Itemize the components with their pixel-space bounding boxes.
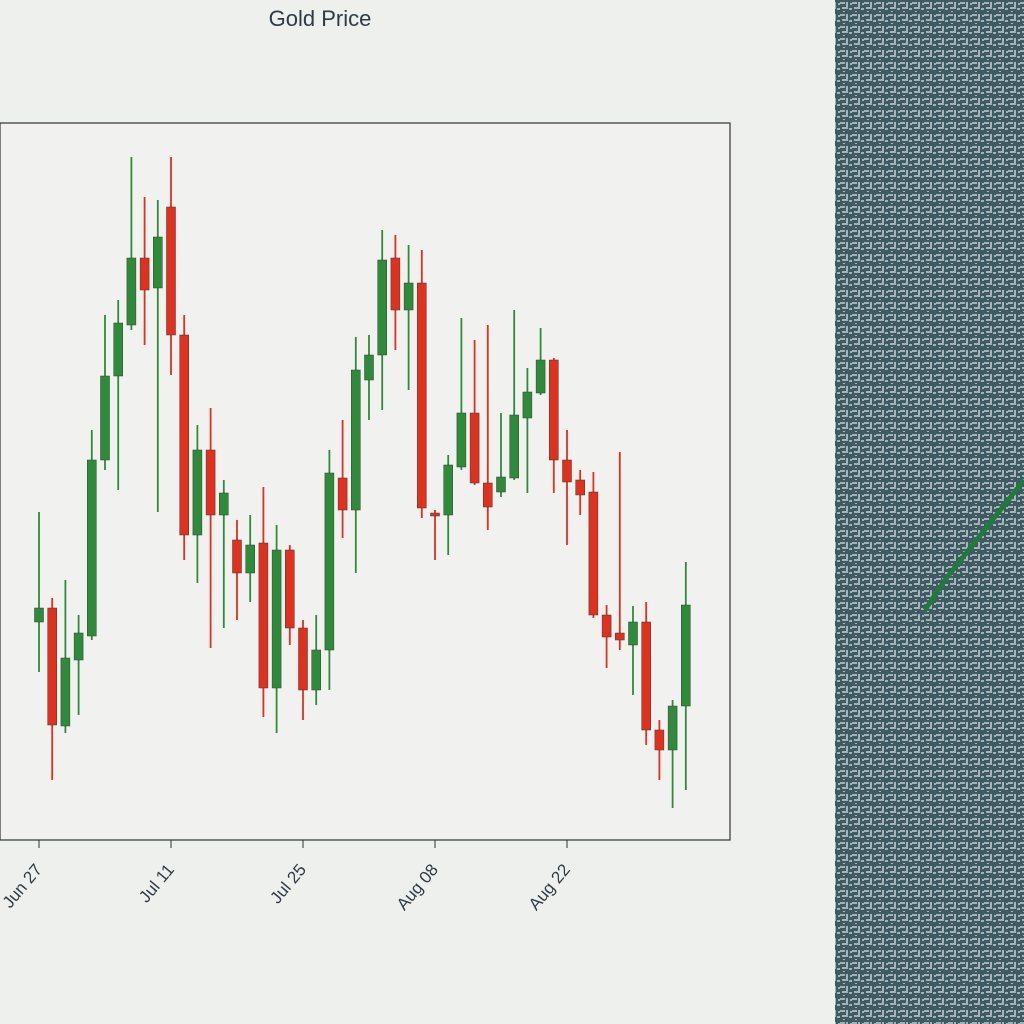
- candle-body: [641, 621, 651, 731]
- candle-body: [390, 257, 401, 311]
- candle-body: [113, 322, 123, 377]
- candle-body: [522, 391, 533, 419]
- candle-body: [483, 482, 493, 508]
- candle-body: [258, 542, 269, 689]
- candle-body: [192, 449, 203, 536]
- candle-body: [549, 359, 559, 461]
- candle-body: [60, 657, 71, 727]
- candle-body: [628, 621, 638, 646]
- candle-body: [285, 549, 295, 629]
- candle-body: [535, 359, 546, 394]
- candle-body: [575, 479, 585, 496]
- candle-body: [364, 354, 374, 381]
- candle-body: [245, 544, 255, 574]
- candle-body: [667, 705, 678, 751]
- candle-body: [403, 282, 414, 311]
- candle-body: [456, 412, 467, 468]
- candle-body: [654, 729, 665, 751]
- candle-body: [443, 464, 453, 516]
- candle-body: [417, 282, 427, 509]
- candle-body: [681, 604, 691, 707]
- candle-body: [469, 412, 480, 484]
- candle-body: [430, 512, 440, 517]
- candle-body: [351, 369, 361, 511]
- candle-body: [377, 259, 387, 356]
- candle-body: [179, 334, 189, 536]
- candle-body: [509, 414, 519, 479]
- candle-body: [562, 459, 572, 483]
- candle-body: [100, 375, 110, 461]
- candle-body: [205, 449, 216, 516]
- candle-body: [232, 539, 242, 574]
- candle-body: [601, 614, 612, 638]
- candle-body: [126, 257, 137, 326]
- side-panel: [835, 0, 1024, 1024]
- candle-body: [219, 492, 229, 516]
- candle-body: [166, 206, 176, 336]
- candle-body: [34, 607, 44, 623]
- candle-body: [588, 491, 599, 616]
- candle-body: [337, 477, 348, 511]
- candle-body: [47, 607, 57, 726]
- candle-body: [496, 476, 506, 493]
- candle-body: [271, 549, 282, 689]
- candle-body: [324, 472, 335, 651]
- candle-body: [73, 632, 84, 661]
- plot-area: [0, 122, 731, 841]
- candle-body: [298, 627, 308, 691]
- candle-body: [311, 649, 321, 691]
- candle-body: [153, 236, 163, 289]
- candle-body: [139, 257, 150, 291]
- candle-body: [87, 459, 97, 637]
- candle-body: [615, 632, 625, 641]
- arrow: [922, 478, 1024, 612]
- chart-title: Gold Price: [269, 6, 372, 31]
